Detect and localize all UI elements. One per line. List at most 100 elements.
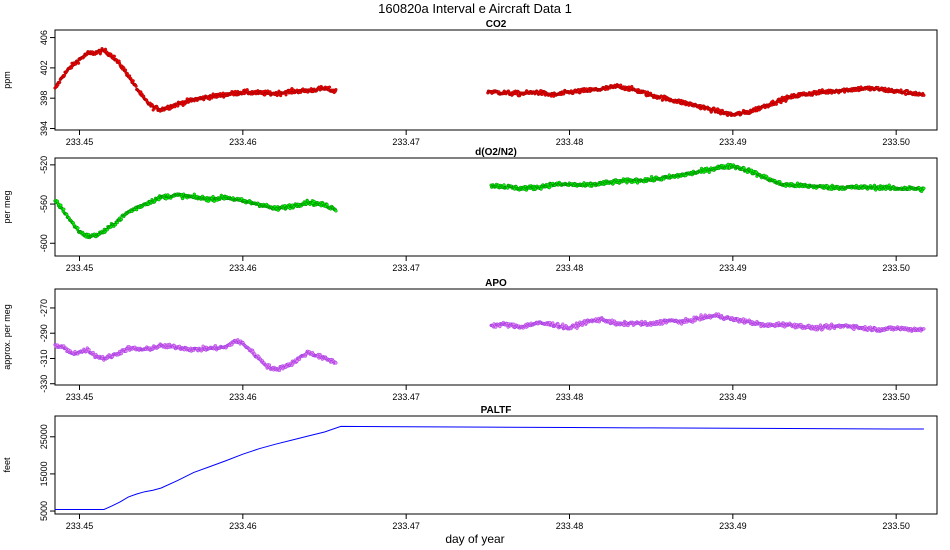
y-axis-label: ppm <box>2 71 12 89</box>
data-point <box>213 344 217 348</box>
panel-2: d(O2/N2) per meg -600 -560 -520 233.45 233.46 2… <box>2 147 938 273</box>
data-point <box>883 86 887 90</box>
data-point <box>131 79 135 83</box>
data-point <box>561 322 565 326</box>
data-point <box>268 90 272 94</box>
data-point <box>103 47 108 51</box>
panel-4: PALTF feet 5000 15000 25000 233.45 233.46 233.4… <box>2 405 938 531</box>
data-point <box>267 363 272 367</box>
x-tick-label: 233.49 <box>719 137 747 147</box>
x-tick-label: 233.48 <box>556 392 584 402</box>
plot-frame <box>54 157 938 257</box>
data-point <box>779 100 783 105</box>
x-tick-label: 233.45 <box>66 521 94 531</box>
y-tick-label: 402 <box>39 60 49 75</box>
x-tick-label: 233.49 <box>719 521 747 531</box>
data-point <box>502 183 506 187</box>
data-point <box>119 217 123 221</box>
x-tick-label: 233.47 <box>392 521 420 531</box>
x-tick-label: 233.50 <box>882 263 910 273</box>
plot-frame <box>54 415 938 515</box>
panel-3: APO approx. per meg -330 -310 -290 -270 233.45… <box>2 278 938 402</box>
y-axis-label: feet <box>2 457 12 473</box>
data-point <box>112 54 116 58</box>
x-tick-label: 233.47 <box>392 392 420 402</box>
data-point <box>253 352 257 356</box>
series-points <box>53 46 926 117</box>
y-tick-label: -520 <box>39 156 49 174</box>
y-tick-label: 5000 <box>39 501 49 521</box>
panel-title: APO <box>485 278 507 289</box>
x-tick-label: 233.46 <box>229 521 257 531</box>
y-tick-label: 394 <box>39 121 49 136</box>
data-point <box>922 93 926 97</box>
data-point <box>180 197 185 201</box>
data-point <box>745 170 750 174</box>
series-line <box>55 425 924 510</box>
data-point <box>334 209 338 213</box>
x-tick-label: 233.46 <box>229 137 257 147</box>
data-point <box>87 348 91 352</box>
panel-title: PALTF <box>481 405 512 416</box>
y-axis-label: approx. per meg <box>2 304 12 370</box>
data-point <box>327 85 332 89</box>
x-tick-label: 233.46 <box>229 263 257 273</box>
x-tick-label: 233.45 <box>66 263 94 273</box>
data-point <box>119 352 123 356</box>
x-tick-label: 233.48 <box>556 263 584 273</box>
data-point <box>211 194 215 199</box>
plot-frame <box>54 288 938 386</box>
x-tick-label: 233.50 <box>882 521 910 531</box>
y-axis-label: per meg <box>2 190 12 223</box>
data-point <box>887 183 891 187</box>
data-point <box>630 84 634 89</box>
data-point <box>774 102 778 106</box>
data-point <box>742 166 746 170</box>
y-tick-label: 398 <box>39 91 49 106</box>
data-point <box>922 186 926 190</box>
x-tick-label: 233.46 <box>229 392 257 402</box>
panel-title: d(O2/N2) <box>475 147 517 158</box>
panel-1: CO2 ppm 394 398 402 406 233.45 233.46 233.47 233.… <box>2 19 938 147</box>
data-point <box>62 207 66 211</box>
y-tick-label: -330 <box>39 375 49 393</box>
y-tick-label: 406 <box>39 30 49 45</box>
x-tick-label: 233.48 <box>556 521 584 531</box>
data-point <box>62 73 66 78</box>
data-point <box>325 203 329 207</box>
y-tick-label: -310 <box>39 349 49 367</box>
data-point <box>899 88 903 92</box>
x-tick-label: 233.47 <box>392 263 420 273</box>
y-tick-label: -270 <box>39 299 49 317</box>
panels-group: CO2 ppm 394 398 402 406 233.45 233.46 233.47 233.… <box>2 19 938 531</box>
data-point <box>277 368 282 372</box>
x-tick-label: 233.50 <box>882 137 910 147</box>
data-point <box>76 226 80 230</box>
y-tick-label: -600 <box>39 234 49 252</box>
data-point <box>707 170 711 174</box>
x-tick-label: 233.45 <box>66 137 94 147</box>
x-tick-label: 233.47 <box>392 137 420 147</box>
data-point <box>212 199 216 203</box>
plot-frame <box>54 29 938 131</box>
panel-title: CO2 <box>486 19 507 30</box>
y-tick-label: 15000 <box>39 461 49 486</box>
x-tick-label: 233.45 <box>66 392 94 402</box>
x-axis-label: day of year <box>445 532 504 546</box>
x-tick-label: 233.49 <box>719 263 747 273</box>
x-tick-label: 233.50 <box>882 392 910 402</box>
chart-title: 160820a Interval e Aircraft Data 1 <box>378 1 572 16</box>
data-point <box>123 68 128 72</box>
data-point <box>905 89 910 93</box>
series-points <box>53 312 926 372</box>
data-point <box>551 321 555 325</box>
data-point <box>922 327 926 331</box>
data-point <box>134 84 138 88</box>
data-point <box>151 108 155 112</box>
data-point <box>284 93 288 97</box>
data-point <box>334 361 338 365</box>
data-point <box>825 184 830 188</box>
data-point <box>494 325 498 329</box>
data-point <box>59 203 63 207</box>
